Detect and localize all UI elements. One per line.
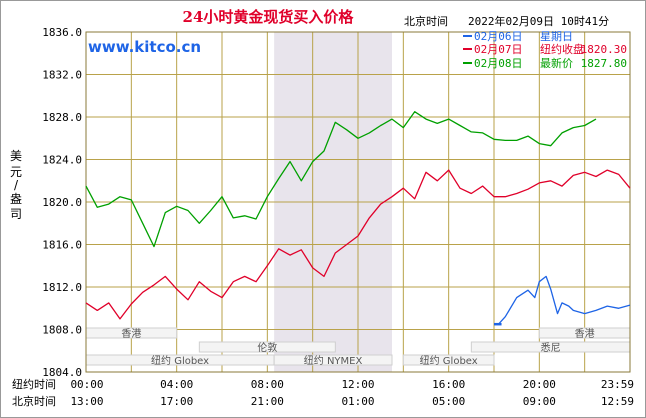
legend-date: 02月07日 [474,43,523,56]
x-tick-label: 20:00 [523,378,556,391]
x-tick-label: 09:00 [523,395,556,408]
kitco-watermark: www.kitco.cn [88,38,201,56]
y-tick-labels: 1836.0 1832.0 1828.0 1824.0 1820.0 1816.0 1812… [42,26,82,379]
series-line-0 [85,111,597,248]
session-label: 悉尼 [541,342,561,354]
session-label: 香港 [121,328,141,340]
y-tick-label: 1832.0 [42,69,82,82]
session-label: 香港 [575,328,595,340]
session-box [273,354,393,366]
plot-border [85,31,631,373]
session-label: 纽约 NYMEX [304,354,363,367]
x-tick-label: 21:00 [251,395,284,408]
x-tick-label: 00:00 [70,378,103,391]
x-row-label: 北京时间 [12,394,56,408]
session-box [198,341,336,353]
y-tick-label: 1820.0 [42,196,82,209]
legend-value: 1827.80 [581,57,627,70]
datetime-label: 2022年02月09日 10时41分 [468,14,609,28]
session-label: 纽约 Globex [420,354,478,367]
y-tick-label: 1824.0 [42,154,82,167]
y-tick-label: 1804.0 [42,366,82,379]
x-tick-label: 17:00 [160,395,193,408]
legend-value: 1820.30 [581,43,627,56]
y-axis-label-char: 美 [10,149,22,163]
y-axis-label: 美元/盎司 [10,149,22,221]
y-tick-label: 1816.0 [42,239,82,252]
session-label: 伦敦 [257,341,277,354]
chart-title: 24小时黄金现货买入价格 [183,8,355,26]
price-lines [85,111,631,326]
x-tick-label: 08:00 [251,378,284,391]
x-row-label: 纽约时间 [12,377,56,391]
timezone-label: 北京时间 [404,14,448,28]
legend-date: 02月08日 [474,57,523,70]
x-tick-label: 16:00 [432,378,465,391]
session-box [402,354,495,366]
y-tick-label: 1808.0 [42,324,82,337]
series-line-2 [494,275,631,325]
x-tick-label: 05:00 [432,395,465,408]
x-tick-label: 23:59 [601,378,634,391]
y-axis-label-char: 司 [10,207,22,221]
x-tick-label: 13:00 [70,395,103,408]
legend-text: 最新价 [540,56,573,70]
legend-date: 02月06日 [474,30,523,43]
x-tick-label: 12:00 [341,378,374,391]
x-tick-label: 04:00 [160,378,193,391]
y-axis-label-char: 元 [10,165,22,179]
legend-text: 星期日 [540,30,573,43]
y-axis-label-char: 盎 [10,192,22,206]
y-tick-label: 1812.0 [42,281,82,294]
y-axis-label-char: / [14,178,19,192]
legend-text: 纽约收盘 [540,42,584,56]
x-tick-label: 12:59 [601,395,634,408]
y-tick-label: 1836.0 [42,26,82,39]
session-label: 纽约 Globex [151,354,209,367]
y-tick-label: 1828.0 [42,111,82,124]
series-line-1 [85,169,631,320]
x-axis: 纽约时间 00:00 04:00 08:00 12:00 16:00 20:00 23:59 北… [12,377,634,408]
x-tick-label: 01:00 [341,395,374,408]
